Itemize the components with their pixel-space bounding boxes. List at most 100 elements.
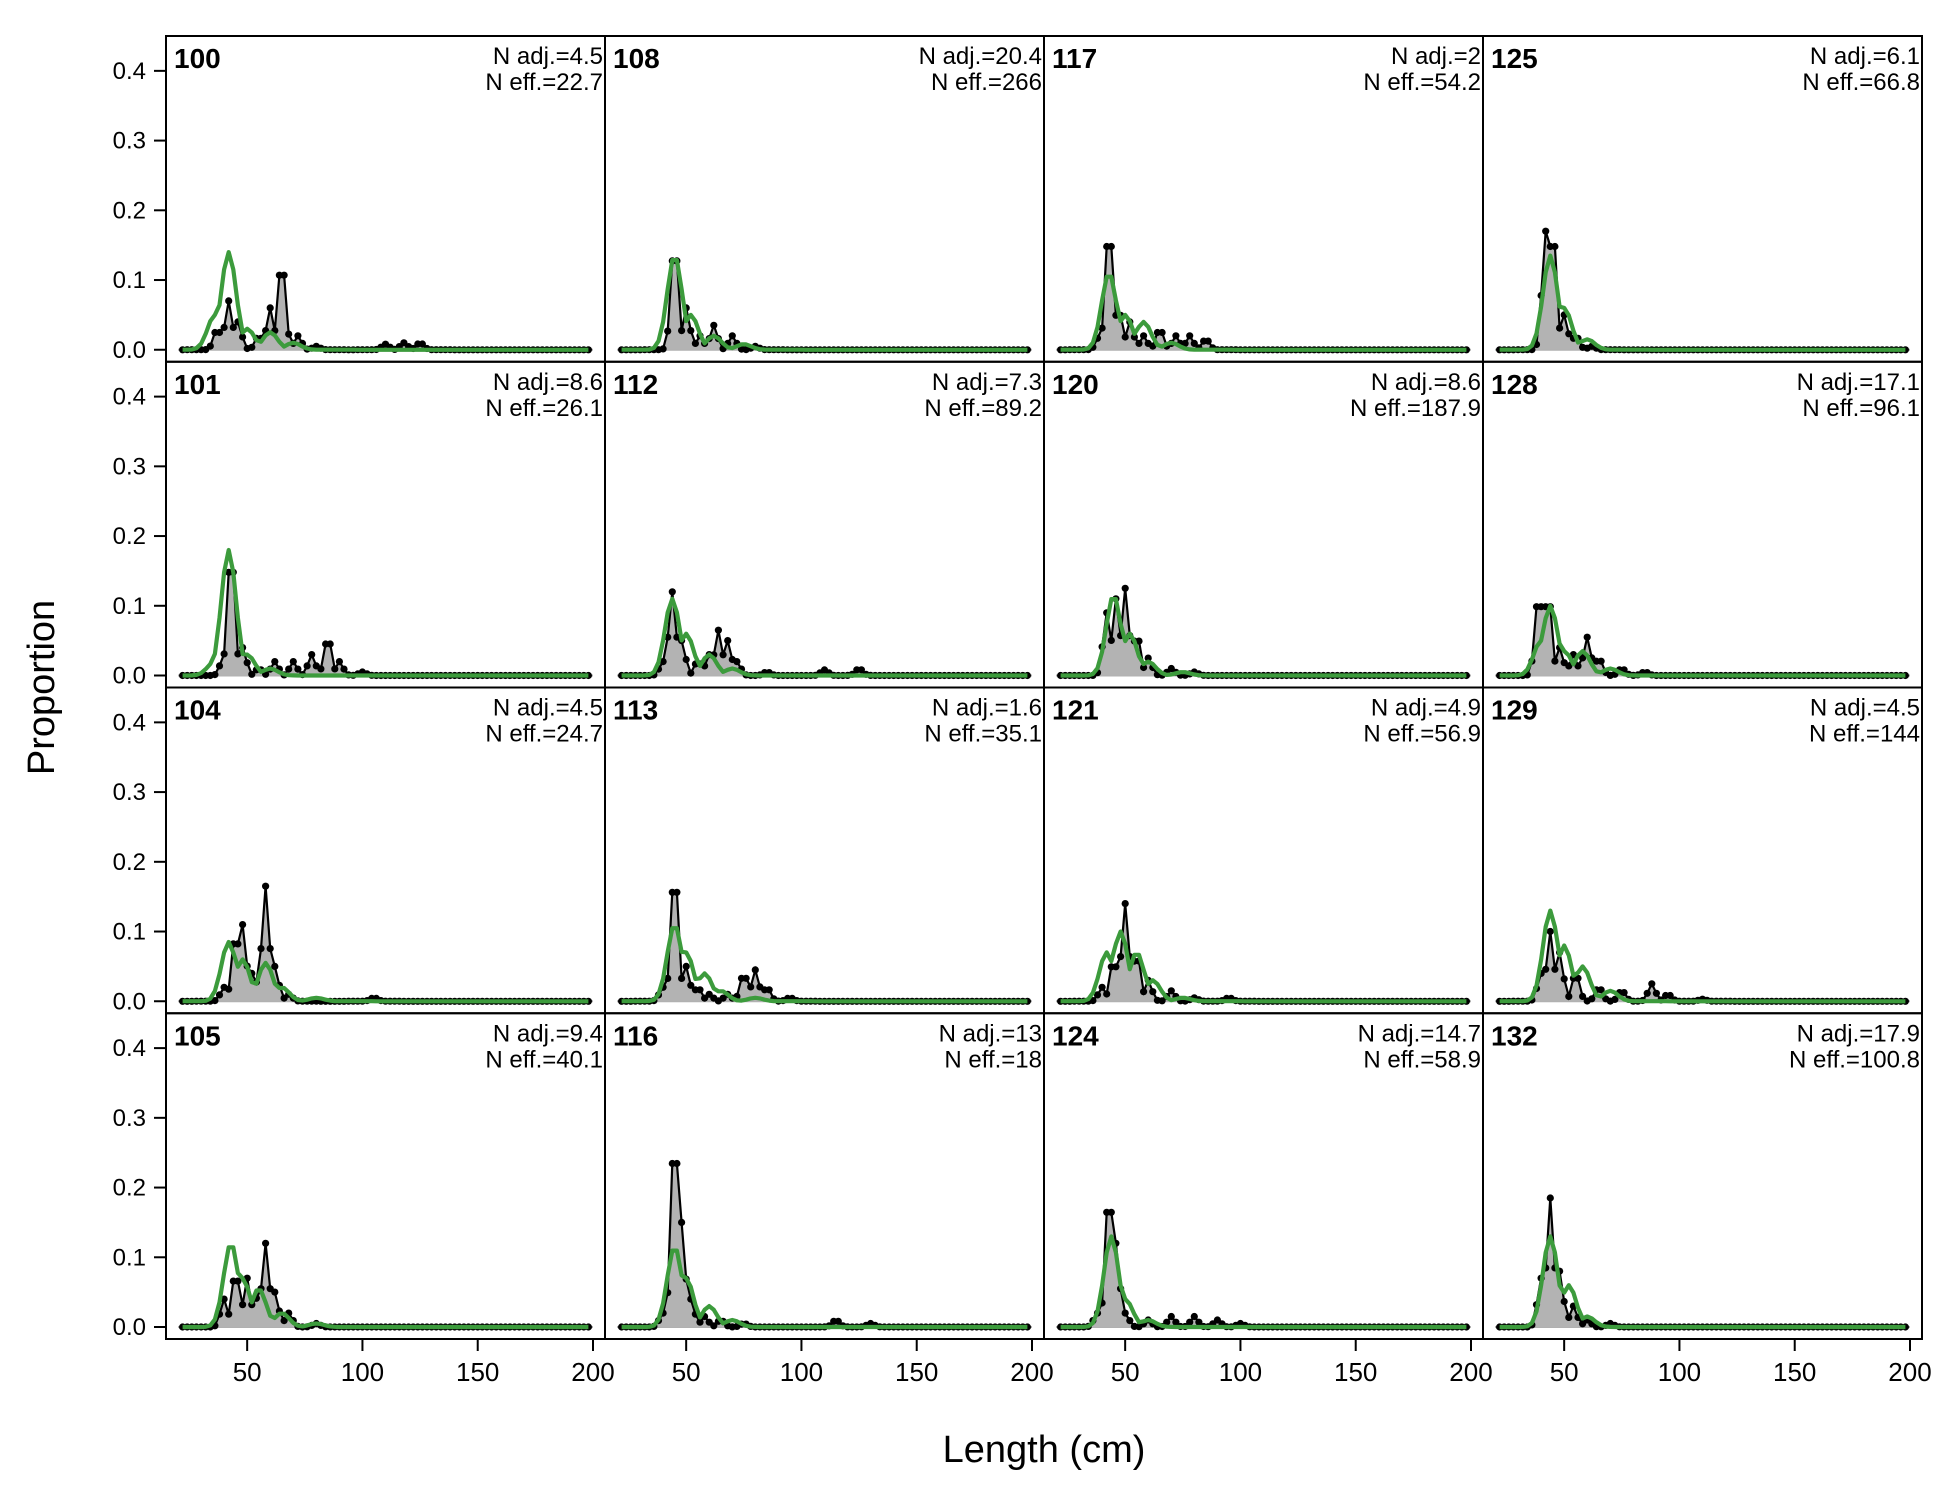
- observed-point: [1597, 986, 1605, 994]
- observed-fill: [1499, 1198, 1906, 1327]
- panel-105: 105 N adj.=9.4N eff.=40.1: [165, 1012, 606, 1340]
- plot-frame: [165, 35, 1923, 1340]
- observed-point: [206, 342, 214, 350]
- n-eff-label: N eff.=96.1: [1802, 395, 1920, 422]
- n-eff-label: N eff.=187.9: [1350, 395, 1481, 422]
- observed-point: [687, 669, 695, 677]
- y-tick-label: 0.3: [113, 453, 146, 480]
- observed-point: [1666, 991, 1674, 1000]
- n-adj-label: N adj.=4.5: [493, 43, 603, 70]
- n-adj-label: N adj.=8.6: [493, 369, 603, 396]
- y-tick-label: 0.2: [113, 197, 146, 224]
- n-adj-label: N adj.=7.3: [932, 369, 1042, 396]
- observed-point: [257, 945, 265, 953]
- observed-point: [239, 921, 247, 929]
- observed-point: [335, 658, 343, 666]
- observed-point: [215, 328, 224, 337]
- observed-point: [1135, 637, 1143, 645]
- n-adj-label: N adj.=13: [939, 1020, 1042, 1047]
- observed-point: [1103, 990, 1111, 998]
- n-eff-label: N eff.=56.9: [1363, 721, 1481, 748]
- observed-point: [728, 332, 736, 340]
- panel-label: 100: [174, 43, 221, 74]
- observed-fill: [182, 572, 589, 676]
- panel-117: 117 N adj.=2N eff.=54.2: [1043, 35, 1484, 363]
- panel-101: 101 N adj.=8.6N eff.=26.1: [165, 360, 606, 689]
- n-eff-label: N eff.=18: [944, 1046, 1042, 1073]
- observed-point: [659, 345, 667, 353]
- observed-point: [326, 640, 334, 648]
- expected-line: [1499, 603, 1906, 678]
- observed-point: [1579, 654, 1587, 662]
- y-tick-label: 0.1: [113, 593, 146, 620]
- panel-label: 128: [1491, 369, 1538, 400]
- expected-line: [1499, 1234, 1906, 1330]
- observed-point: [289, 658, 297, 666]
- x-tick-label: 150: [1334, 1357, 1377, 1387]
- expected-line: [182, 1245, 589, 1330]
- y-tick-label: 0.2: [113, 523, 146, 550]
- observed-point: [668, 588, 676, 596]
- observed-fill: [182, 1243, 589, 1327]
- panel-104: 104 N adj.=4.5N eff.=24.7: [165, 686, 606, 1015]
- x-tick-label: 100: [780, 1357, 823, 1387]
- observed-point: [659, 658, 667, 666]
- x-tick-label: 50: [672, 1357, 701, 1387]
- observed-point: [1098, 983, 1106, 991]
- expected-line: [182, 939, 589, 1004]
- observed-point: [696, 1318, 704, 1326]
- x-tick-label: 100: [1219, 1357, 1262, 1387]
- observed-point: [714, 626, 723, 634]
- y-tick-label: 0.0: [113, 337, 146, 364]
- x-tick-label: 150: [895, 1357, 938, 1387]
- observed-point: [1126, 1317, 1134, 1325]
- observed-point: [1648, 980, 1656, 988]
- y-tick-label: 0.0: [113, 988, 146, 1015]
- observed-point: [834, 1317, 842, 1325]
- observed-point: [1144, 654, 1152, 662]
- observed-point: [710, 321, 718, 329]
- observed-point: [678, 327, 686, 335]
- panel-label: 104: [174, 695, 221, 726]
- observed-fill: [1060, 588, 1467, 676]
- observed-point: [294, 665, 302, 673]
- observed-point: [271, 1288, 279, 1296]
- observed-point: [742, 974, 750, 982]
- n-eff-label: N eff.=26.1: [485, 395, 603, 422]
- observed-point: [724, 637, 732, 645]
- n-eff-label: N eff.=100.8: [1789, 1046, 1920, 1073]
- panel-label: 132: [1491, 1020, 1538, 1051]
- expected-line: [621, 926, 1028, 1004]
- panel-100: 100 N adj.=4.5N eff.=22.7: [165, 35, 606, 363]
- observed-point: [243, 659, 251, 667]
- expected-line: [1060, 929, 1467, 1004]
- observed-point: [1190, 1312, 1198, 1321]
- y-tick-label: 0.4: [113, 709, 146, 736]
- n-adj-label: N adj.=14.7: [1358, 1020, 1481, 1047]
- observed-point: [1551, 657, 1559, 665]
- panel-label: 105: [174, 1020, 221, 1051]
- n-adj-label: N adj.=9.4: [493, 1020, 603, 1047]
- observed-fill: [1499, 231, 1906, 350]
- observed-point: [280, 271, 288, 279]
- panel-124: 124 N adj.=14.7N eff.=58.9: [1043, 1012, 1484, 1340]
- observed-point: [1181, 339, 1189, 347]
- expected-line: [1060, 1234, 1467, 1330]
- panel-116: 116 N adj.=13N eff.=18: [604, 1012, 1045, 1340]
- observed-point: [678, 1218, 686, 1226]
- x-tick-label: 50: [233, 1357, 262, 1387]
- x-axis-title: Length (cm): [943, 1429, 1146, 1471]
- observed-fill: [1060, 1212, 1467, 1327]
- expected-line: [1060, 274, 1467, 352]
- observed-point: [294, 332, 302, 340]
- observed-point: [1620, 989, 1628, 997]
- observed-fill: [182, 275, 589, 350]
- n-adj-label: N adj.=20.4: [919, 43, 1042, 70]
- n-adj-label: N adj.=17.1: [1797, 369, 1920, 396]
- observed-point: [1140, 988, 1148, 996]
- panel-129: 129 N adj.=4.5N eff.=144: [1482, 686, 1923, 1015]
- observed-point: [225, 1310, 233, 1318]
- observed-point: [331, 665, 339, 673]
- observed-point: [733, 658, 741, 666]
- observed-point: [1565, 1313, 1573, 1321]
